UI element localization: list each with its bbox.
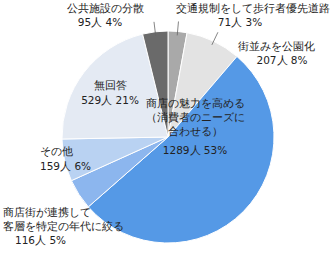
value-label: 529人 21% xyxy=(81,94,139,106)
value-label: 207人 8% xyxy=(256,54,307,66)
value-label: 95人 4% xyxy=(78,16,122,28)
value-label: 159人 6% xyxy=(40,160,91,172)
pie xyxy=(62,21,274,243)
category-label: その他 xyxy=(40,145,73,157)
category-label: 商店街が連携して客層を特定の年代に絞る xyxy=(3,206,124,232)
value-label: 116人 5% xyxy=(15,234,66,246)
value-label: 1289人 53% xyxy=(163,144,227,156)
leader-line xyxy=(177,21,178,35)
leader-line xyxy=(154,22,156,36)
category-label: 交通規制をして歩行者優先道路 xyxy=(176,2,330,14)
category-label: 街並みを公園化 xyxy=(238,40,315,52)
category-label: 公共施設の分散 xyxy=(67,2,144,14)
category-label: 無回答 xyxy=(94,79,127,91)
labels: 交通規制をして歩行者優先道路 71人 3% 街並みを公園化 207人 8% 商店の魅力を… xyxy=(3,2,330,246)
leader-line xyxy=(212,32,218,45)
value-label: 71人 3% xyxy=(218,16,262,28)
chart: 交通規制をして歩行者優先道路 71人 3% 街並みを公園化 207人 8% 商店の魅力を… xyxy=(0,0,331,270)
slice xyxy=(62,137,168,181)
category-label: 商店の魅力を高める（消費者のニーズに合わせる） xyxy=(146,97,245,137)
